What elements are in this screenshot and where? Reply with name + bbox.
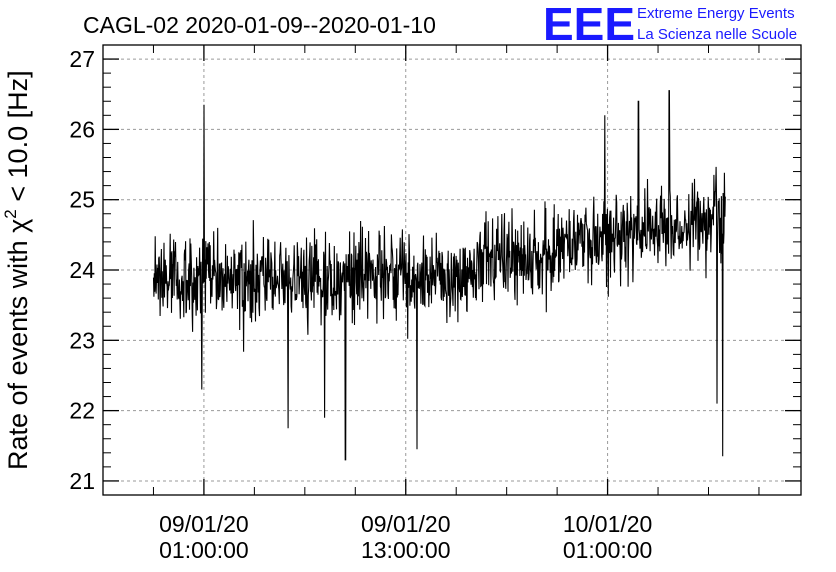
y-axis-label-tail: < 10.0 [Hz] [3, 70, 33, 209]
y-axis: 21 22 23 24 25 26 27 [69, 44, 801, 496]
y-tick-label: 26 [69, 116, 95, 142]
y-axis-label-superscript: 2 [1, 209, 20, 218]
series-path [152, 90, 726, 461]
x-tick-time: 01:00:00 [563, 537, 653, 563]
y-tick-label: 24 [69, 257, 95, 283]
x-tick-date: 10/01/20 [563, 511, 653, 537]
y-tick-label: 21 [69, 468, 95, 494]
y-tick-label: 23 [69, 327, 95, 353]
eee-logo: EEE Extreme Energy Events La Scienza nel… [543, 0, 797, 50]
y-tick-label: 25 [69, 187, 95, 213]
x-tick-date: 09/01/20 [159, 511, 249, 537]
y-axis-label: Rate of events with χ2 < 10.0 [Hz] [1, 70, 33, 470]
y-tick-label: 22 [69, 398, 95, 424]
x-axis: 09/01/2001:00:0009/01/2013:00:0010/01/20… [152, 45, 760, 563]
logo-line-2: La Scienza nelle Scuole [637, 26, 797, 43]
y-axis-label-main: Rate of events with χ [3, 219, 33, 470]
x-tick-date: 09/01/20 [361, 511, 451, 537]
series-line [152, 90, 726, 461]
x-tick-time: 01:00:00 [159, 537, 249, 563]
logo-line-1: Extreme Energy Events [637, 5, 795, 22]
logo-mark: EEE [543, 0, 635, 50]
chart-title: CAGL-02 2020-01-09--2020-01-10 [83, 12, 436, 38]
x-tick-time: 13:00:00 [361, 537, 451, 563]
y-tick-label: 27 [69, 46, 95, 72]
